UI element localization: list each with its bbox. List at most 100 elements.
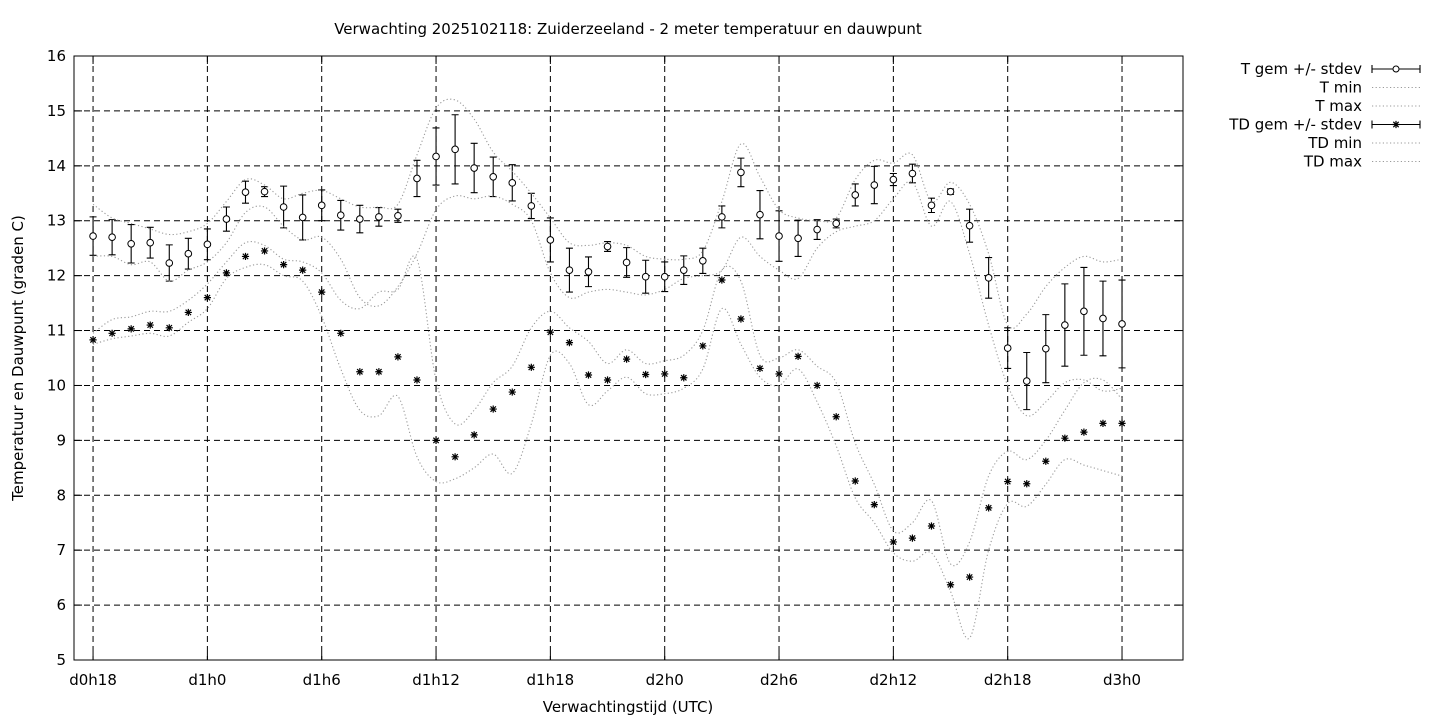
y-tick-label: 16 <box>47 47 66 65</box>
series-4 <box>89 247 1126 589</box>
data-point <box>299 266 307 274</box>
data-point <box>889 538 897 546</box>
x-tick-label: d2h0 <box>646 671 684 689</box>
data-point <box>813 381 821 390</box>
series-6 <box>92 241 1123 567</box>
data-point <box>660 272 669 281</box>
data-point <box>108 233 116 241</box>
y-tick-label: 9 <box>56 431 66 449</box>
data-point <box>1042 344 1050 353</box>
data-point <box>794 234 802 243</box>
data-point <box>1099 419 1107 427</box>
data-point <box>318 288 326 296</box>
data-point <box>451 145 459 154</box>
data-point <box>1118 320 1126 328</box>
data-point <box>775 370 783 378</box>
data-point <box>222 215 231 223</box>
data-point <box>679 266 688 274</box>
data-point <box>603 376 612 384</box>
data-point <box>851 191 860 199</box>
x-tick-label: d2h6 <box>760 671 798 689</box>
data-point <box>546 236 555 244</box>
y-axis: 5 6 7 8 9 10 11 12 13 14 15 16 <box>47 47 1183 669</box>
data-point <box>508 179 517 187</box>
y-tick-label: 14 <box>47 157 66 175</box>
data-point <box>241 252 250 261</box>
data-point <box>394 211 402 220</box>
data-point <box>165 259 174 267</box>
data-point <box>260 247 269 255</box>
data-point <box>584 267 593 276</box>
data-point <box>737 315 745 323</box>
y-tick-label: 13 <box>47 212 66 230</box>
data-point <box>870 501 878 509</box>
data-point <box>622 258 631 267</box>
data-point <box>280 261 288 269</box>
data-point <box>184 249 193 258</box>
series-line <box>93 180 1123 417</box>
data-point <box>317 201 326 210</box>
chart-title: Verwachting 2025102118: Zuiderzeeland - … <box>334 20 922 38</box>
legend-label: T min <box>1319 79 1362 97</box>
data-point <box>851 477 859 485</box>
data-point <box>699 257 707 265</box>
data-point <box>260 187 269 196</box>
data-point <box>489 173 498 181</box>
data-point <box>718 213 726 221</box>
data-point <box>927 522 936 530</box>
data-point <box>927 201 936 210</box>
data-point <box>908 534 917 542</box>
series-3 <box>92 98 1123 330</box>
data-point <box>889 175 898 184</box>
y-tick-label: 10 <box>47 376 66 394</box>
data-point <box>584 371 593 379</box>
data-point <box>756 210 764 219</box>
data-point <box>432 152 440 161</box>
legend-label: TD max <box>1303 153 1362 171</box>
data-point <box>337 329 345 337</box>
data-point <box>1080 428 1088 436</box>
x-tick-label: d2h18 <box>984 671 1032 689</box>
data-point <box>756 364 764 373</box>
x-tick-label: d1h12 <box>412 671 460 689</box>
data-point <box>1042 457 1050 465</box>
data-point <box>737 168 745 177</box>
data-point <box>146 238 155 247</box>
data-point <box>413 376 421 384</box>
y-tick-label: 15 <box>47 102 66 120</box>
x-tick-label: d3h0 <box>1103 671 1141 689</box>
data-point <box>1022 377 1031 385</box>
data-point <box>279 203 288 211</box>
legend-label: TD gem +/- stdev <box>1228 116 1362 134</box>
data-point <box>489 405 497 413</box>
x-axis: d0h18 d1h0 d1h6 d1h12 d1h18 d2h0 d2h6 d2h12 d2h1… <box>69 56 1141 689</box>
y-tick-label: 7 <box>56 541 66 559</box>
data-point <box>222 269 231 277</box>
y-tick-label: 6 <box>56 596 66 614</box>
data-point <box>89 232 97 240</box>
legend-marker <box>1392 120 1400 129</box>
series-line <box>92 241 1123 567</box>
x-axis-label: Verwachtingstijd (UTC) <box>543 698 714 716</box>
data-point <box>375 368 383 376</box>
y-tick-label: 8 <box>56 486 66 504</box>
data-point <box>680 374 688 382</box>
data-point <box>1061 321 1069 329</box>
data-point <box>965 573 974 581</box>
data-point <box>641 272 650 281</box>
x-tick-label: d2h12 <box>870 671 918 689</box>
data-point <box>432 436 440 444</box>
data-point <box>146 321 154 329</box>
data-point <box>1023 480 1031 488</box>
data-point <box>832 413 840 421</box>
data-point <box>508 388 516 396</box>
data-point <box>1003 344 1012 352</box>
data-point <box>1004 477 1012 486</box>
plot-frame <box>73 55 1184 661</box>
data-point <box>356 368 364 376</box>
data-point <box>470 431 478 439</box>
series-1 <box>89 114 1126 411</box>
data-point <box>470 164 478 172</box>
